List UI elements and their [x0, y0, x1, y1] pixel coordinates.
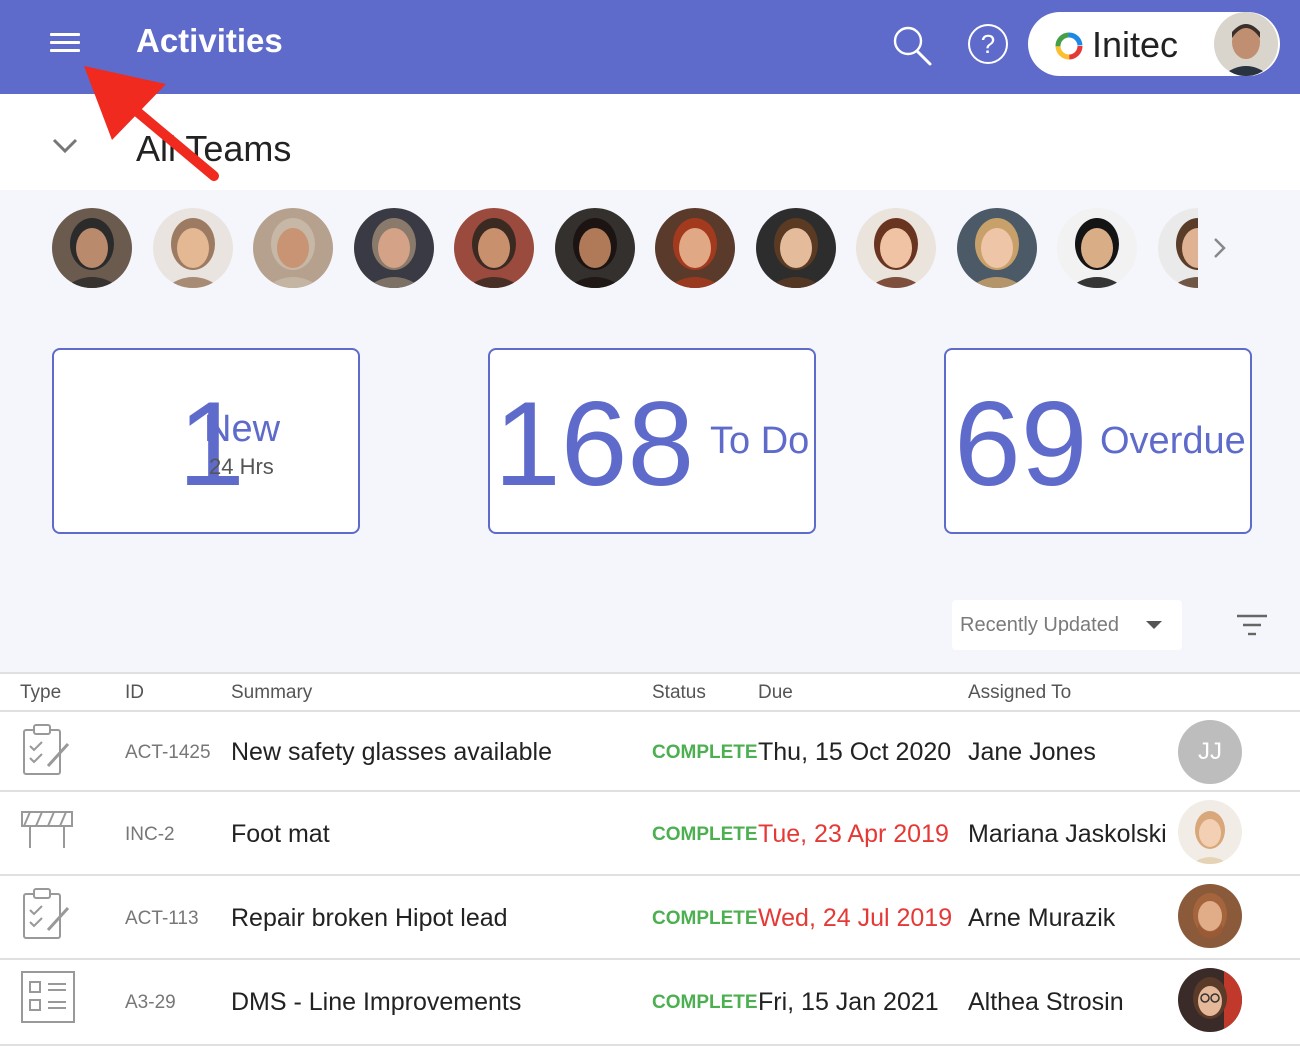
column-header-id[interactable]: ID	[125, 682, 144, 703]
team-member-avatar[interactable]	[554, 208, 635, 288]
stat-sublabel: 24 Hrs	[209, 454, 274, 479]
caret-down-icon	[1146, 621, 1162, 629]
status-badge: COMPLETE	[652, 908, 758, 929]
org-switcher[interactable]: Initec	[1028, 12, 1280, 76]
help-icon[interactable]: ?	[968, 24, 1008, 64]
header-divider	[0, 710, 1300, 712]
menu-icon[interactable]	[50, 33, 80, 53]
row-id: A3-29	[125, 992, 176, 1013]
stat-count: 168	[494, 377, 695, 511]
team-selector[interactable]: All Teams	[0, 94, 1300, 190]
clipboard-check-icon	[23, 888, 70, 939]
team-members-strip	[0, 190, 1300, 310]
team-title: All Teams	[136, 128, 292, 169]
team-member-avatar[interactable]	[454, 208, 534, 288]
avatar[interactable]	[1178, 884, 1242, 948]
team-member-avatar[interactable]	[52, 208, 132, 288]
chevron-down-icon[interactable]	[52, 138, 78, 154]
row-summary[interactable]: New safety glasses available	[231, 738, 552, 766]
row-summary[interactable]: Repair broken Hipot lead	[231, 904, 508, 932]
row-summary[interactable]: DMS - Line Improvements	[231, 988, 522, 1016]
column-header-status[interactable]: Status	[652, 682, 706, 703]
top-app-bar: Activities ? Initec	[0, 0, 1300, 94]
stat-card-new[interactable]: 1 New 24 Hrs	[52, 348, 360, 534]
checklist-form-icon	[21, 971, 75, 1023]
row-assignee: Althea Strosin	[968, 988, 1124, 1016]
column-header-type[interactable]: Type	[20, 682, 62, 703]
column-header-summary[interactable]: Summary	[231, 682, 313, 703]
search-icon[interactable]	[890, 24, 934, 68]
sort-selected-value: Recently Updated	[960, 614, 1119, 636]
chevron-right-icon[interactable]	[1210, 236, 1230, 260]
row-assignee: Arne Murazik	[968, 904, 1116, 932]
column-header-due[interactable]: Due	[758, 682, 793, 703]
team-member-avatar[interactable]	[1157, 208, 1198, 288]
user-avatar[interactable]	[1214, 12, 1278, 76]
team-members-list	[52, 208, 1198, 290]
page-title: Activities	[136, 22, 283, 59]
table-row[interactable]: INC-2 Foot mat COMPLETE Tue, 23 Apr 2019…	[0, 792, 1300, 876]
stat-card-todo[interactable]: 168 To Do	[488, 348, 816, 534]
team-member-avatar[interactable]	[253, 208, 333, 288]
org-logo-icon	[1055, 32, 1083, 60]
row-assignee: Jane Jones	[968, 738, 1096, 766]
row-due-date: Tue, 23 Apr 2019	[758, 820, 949, 848]
team-member-avatar[interactable]	[655, 208, 735, 288]
stat-label: New	[204, 408, 281, 450]
row-id: ACT-1425	[125, 742, 211, 763]
row-due-date: Thu, 15 Oct 2020	[758, 738, 952, 766]
table-row[interactable]: ACT-1425 New safety glasses available CO…	[0, 712, 1300, 792]
team-member-avatar[interactable]	[956, 208, 1037, 288]
barrier-icon	[21, 811, 73, 848]
team-member-avatar[interactable]	[755, 208, 836, 288]
clipboard-check-icon	[23, 724, 70, 775]
row-id: ACT-113	[125, 908, 199, 929]
column-header-assigned[interactable]: Assigned To	[968, 682, 1072, 703]
sort-dropdown[interactable]: Recently Updated	[952, 600, 1182, 650]
stat-label: To Do	[710, 420, 810, 462]
row-due-date: Wed, 24 Jul 2019	[758, 904, 953, 932]
team-member-avatar[interactable]	[353, 208, 434, 288]
avatar[interactable]	[1178, 968, 1242, 1032]
avatar[interactable]: JJ	[1178, 720, 1242, 784]
status-badge: COMPLETE	[652, 824, 758, 845]
stat-count: 1	[178, 377, 245, 511]
team-member-avatar[interactable]	[1057, 208, 1137, 288]
stat-count: 69	[954, 377, 1088, 511]
table-row[interactable]: ACT-113 Repair broken Hipot lead COMPLET…	[0, 876, 1300, 960]
table-row[interactable]: A3-29 DMS - Line Improvements COMPLETE F…	[0, 960, 1300, 1046]
filter-icon[interactable]	[1236, 614, 1268, 636]
team-member-avatar[interactable]	[152, 208, 233, 288]
team-member-avatar[interactable]	[856, 208, 936, 288]
status-badge: COMPLETE	[652, 992, 758, 1013]
row-assignee: Mariana Jaskolski	[968, 820, 1167, 848]
org-name: Initec	[1092, 24, 1179, 65]
row-id: INC-2	[125, 824, 175, 845]
row-summary[interactable]: Foot mat	[231, 820, 330, 848]
activities-table: Type ID Summary Status Due Assigned To A…	[0, 672, 1300, 1046]
avatar[interactable]	[1178, 800, 1242, 864]
stat-card-overdue[interactable]: 69 Overdue	[944, 348, 1252, 534]
row-due-date: Fri, 15 Jan 2021	[758, 988, 939, 1016]
status-badge: COMPLETE	[652, 742, 758, 763]
stat-label: Overdue	[1100, 420, 1246, 462]
